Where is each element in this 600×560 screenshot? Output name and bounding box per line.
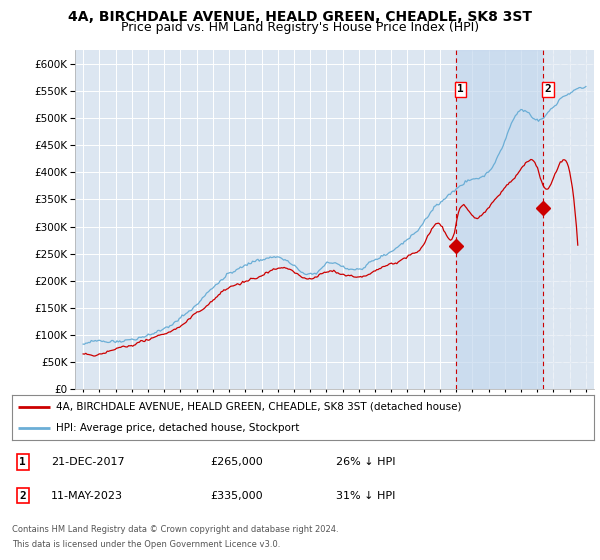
Text: £335,000: £335,000	[210, 491, 263, 501]
Text: 4A, BIRCHDALE AVENUE, HEALD GREEN, CHEADLE, SK8 3ST (detached house): 4A, BIRCHDALE AVENUE, HEALD GREEN, CHEAD…	[56, 402, 461, 412]
Text: 21-DEC-2017: 21-DEC-2017	[51, 457, 125, 467]
Text: Contains HM Land Registry data © Crown copyright and database right 2024.: Contains HM Land Registry data © Crown c…	[12, 525, 338, 534]
Text: Price paid vs. HM Land Registry's House Price Index (HPI): Price paid vs. HM Land Registry's House …	[121, 21, 479, 34]
Text: 11-MAY-2023: 11-MAY-2023	[51, 491, 123, 501]
Bar	[455, 50, 543, 389]
Bar	[543, 50, 594, 389]
Text: 4A, BIRCHDALE AVENUE, HEALD GREEN, CHEADLE, SK8 3ST: 4A, BIRCHDALE AVENUE, HEALD GREEN, CHEAD…	[68, 10, 532, 24]
Text: 26% ↓ HPI: 26% ↓ HPI	[336, 457, 395, 467]
Text: This data is licensed under the Open Government Licence v3.0.: This data is licensed under the Open Gov…	[12, 540, 280, 549]
Text: £265,000: £265,000	[210, 457, 263, 467]
Text: 1: 1	[457, 85, 464, 95]
Text: 2: 2	[19, 491, 26, 501]
Text: 2: 2	[545, 85, 551, 95]
Text: 1: 1	[19, 457, 26, 467]
Text: 31% ↓ HPI: 31% ↓ HPI	[336, 491, 395, 501]
Text: HPI: Average price, detached house, Stockport: HPI: Average price, detached house, Stoc…	[56, 423, 299, 433]
